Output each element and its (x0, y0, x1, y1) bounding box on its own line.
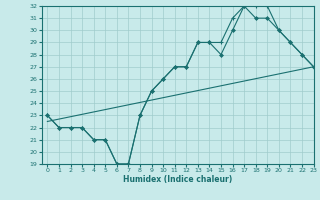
X-axis label: Humidex (Indice chaleur): Humidex (Indice chaleur) (123, 175, 232, 184)
